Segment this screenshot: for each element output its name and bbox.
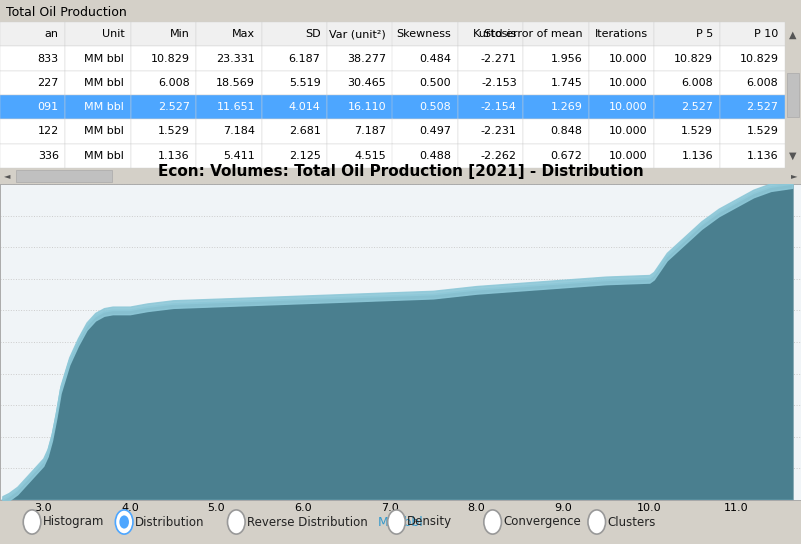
Ellipse shape — [388, 510, 405, 534]
Text: ▲: ▲ — [789, 29, 797, 39]
Text: Convergence: Convergence — [503, 516, 581, 529]
Text: Clusters: Clusters — [607, 516, 655, 529]
Text: Density: Density — [407, 516, 452, 529]
Ellipse shape — [227, 510, 245, 534]
Text: ►: ► — [791, 171, 797, 181]
X-axis label: MM bbl: MM bbl — [378, 516, 423, 529]
FancyBboxPatch shape — [787, 73, 799, 117]
Ellipse shape — [588, 510, 606, 534]
Text: Distribution: Distribution — [135, 516, 204, 529]
Ellipse shape — [484, 510, 501, 534]
Text: Reverse Distribution: Reverse Distribution — [247, 516, 368, 529]
Ellipse shape — [115, 510, 133, 534]
Text: Total Oil Production: Total Oil Production — [6, 5, 127, 18]
Ellipse shape — [119, 515, 129, 529]
FancyBboxPatch shape — [16, 170, 112, 182]
Ellipse shape — [23, 510, 41, 534]
Text: ▼: ▼ — [789, 151, 797, 160]
Title: Econ: Volumes: Total Oil Production [2021] - Distribution: Econ: Volumes: Total Oil Production [202… — [158, 164, 643, 178]
Text: Histogram: Histogram — [42, 516, 104, 529]
Text: ◄: ◄ — [4, 171, 10, 181]
